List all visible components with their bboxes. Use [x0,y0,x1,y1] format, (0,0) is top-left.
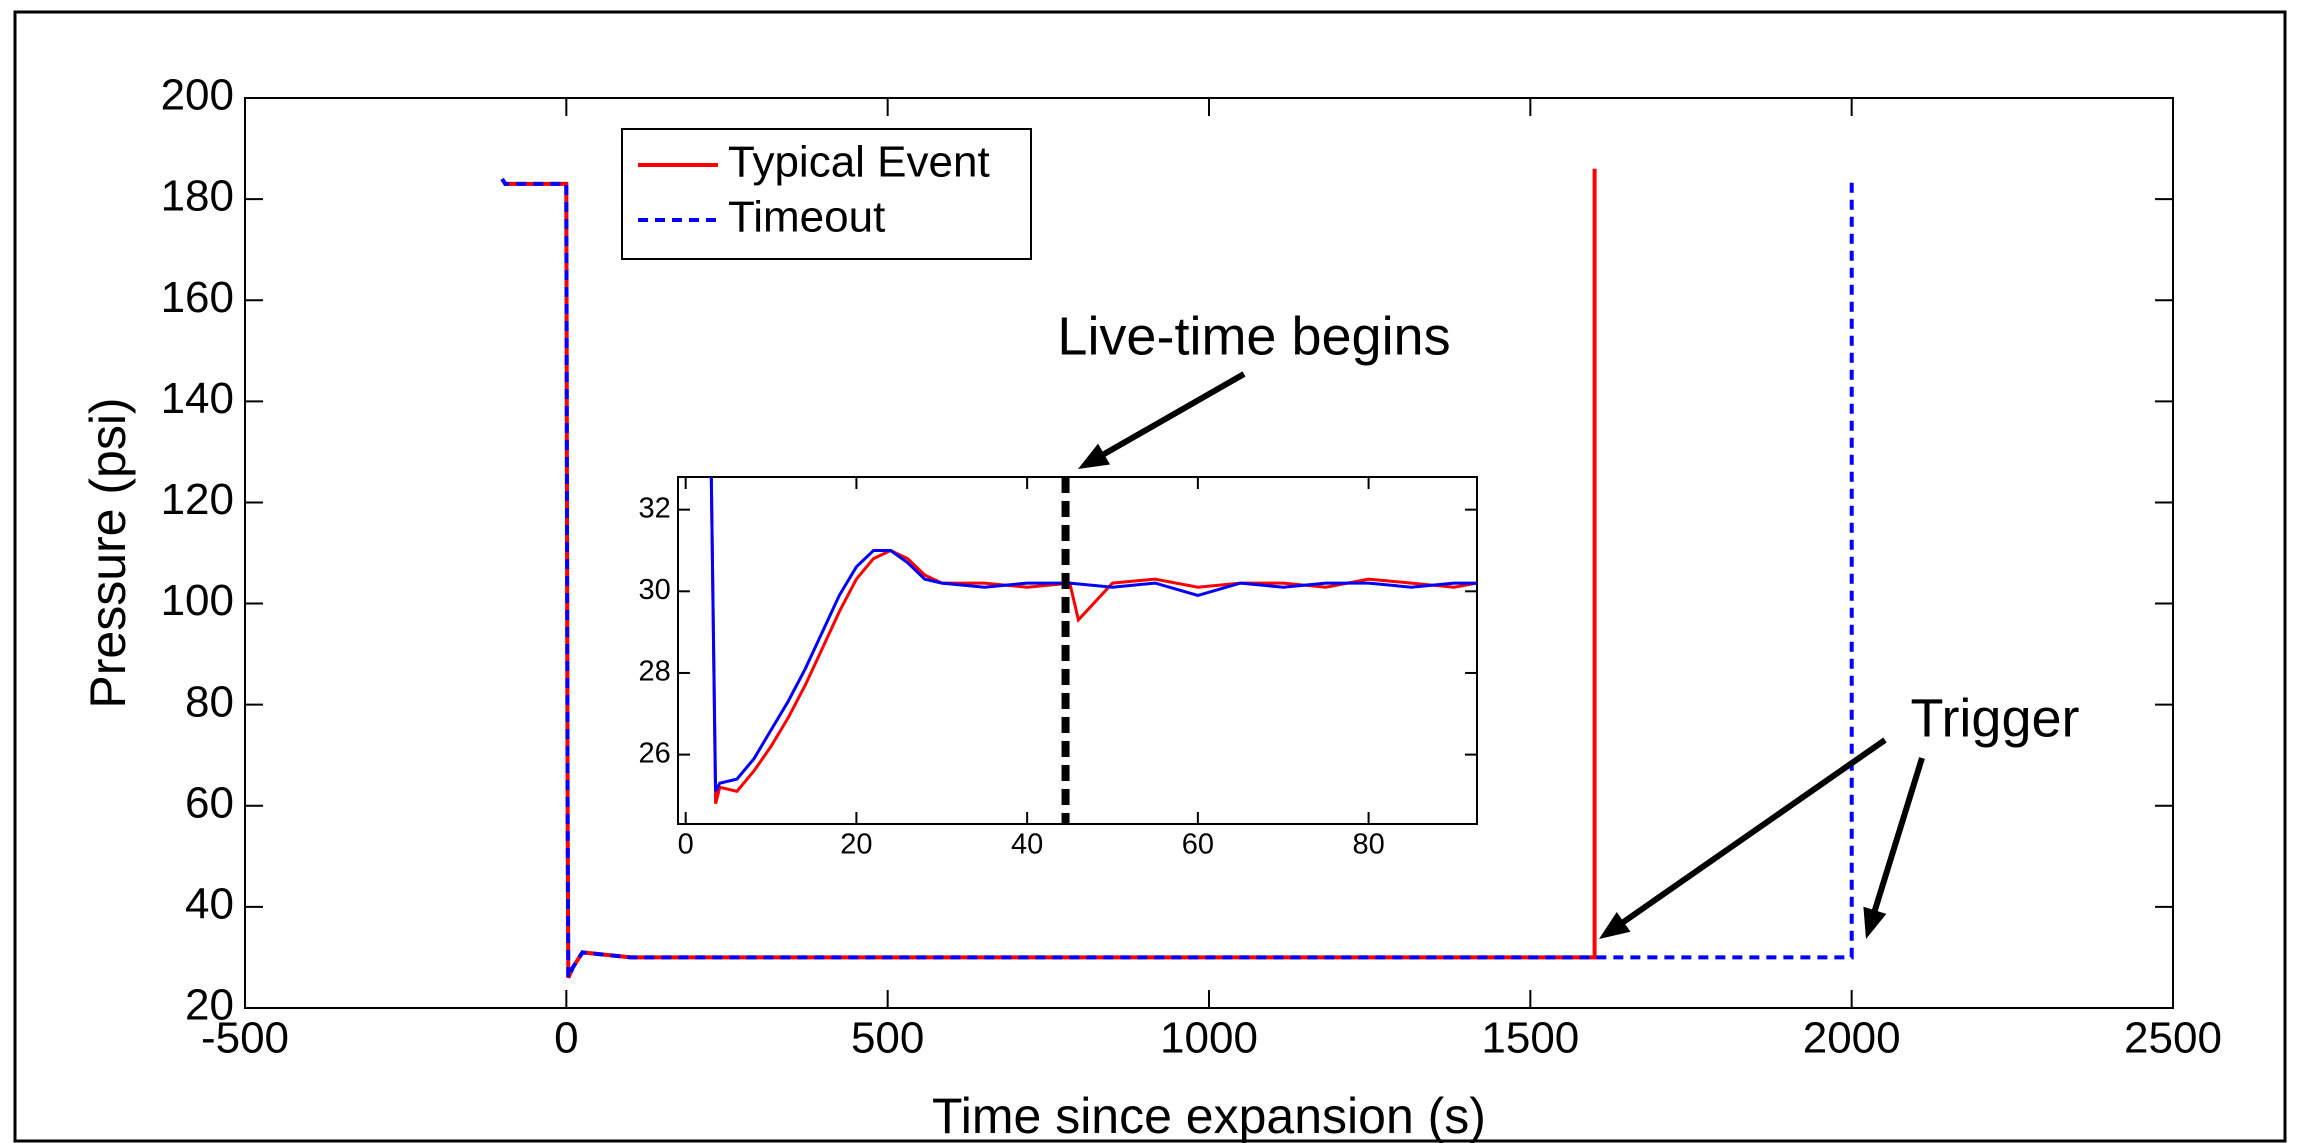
x-tick-label: 2000 [1803,1014,1901,1063]
legend-label: Typical Event [728,138,990,187]
arrow-head [1863,906,1887,939]
x-tick-label: 0 [678,828,694,860]
y-axis-label: Pressure (psi) [80,397,136,708]
legend-box [621,128,1032,260]
x-axis-label: Time since expansion (s) [932,1088,1486,1143]
plot-area [677,476,1478,825]
y-tick-label: 32 [638,492,670,524]
series-line [709,477,1477,792]
legend-label: Timeout [728,193,885,242]
series-line [500,168,1597,979]
x-tick-label: -500 [201,1014,289,1063]
y-tick-label: 120 [161,475,234,524]
y-tick-label: 30 [638,574,670,606]
x-tick-label: 20 [840,828,872,860]
y-tick-label: 40 [185,880,234,929]
y-tick-label: 100 [161,576,234,625]
x-tick-label: 60 [1182,828,1214,860]
series-line [709,477,1477,804]
arrow [1870,757,1925,917]
x-tick-label: 500 [851,1014,924,1063]
x-tick-label: 0 [554,1014,578,1063]
y-tick-label: 160 [161,273,234,322]
annotation: Trigger [1910,688,2079,748]
arrow [1097,371,1246,460]
y-tick-label: 28 [638,656,670,688]
y-tick-label: 200 [161,71,234,120]
arrow [1616,737,1887,928]
y-tick-label: 60 [185,778,234,827]
x-tick-label: 80 [1352,828,1384,860]
arrow-head [1078,443,1110,469]
y-tick-label: 26 [638,737,670,769]
y-tick-label: 80 [185,677,234,726]
frame [13,10,2287,1143]
annotation: Live-time begins [1057,306,1450,366]
arrow-head [1599,912,1631,939]
x-tick-label: 1000 [1160,1014,1258,1063]
y-tick-label: 180 [161,172,234,221]
y-tick-label: 140 [161,374,234,423]
x-tick-label: 2500 [2124,1014,2222,1063]
y-tick-label: 20 [185,981,234,1030]
x-tick-label: 40 [1011,828,1043,860]
x-tick-label: 1500 [1481,1014,1579,1063]
